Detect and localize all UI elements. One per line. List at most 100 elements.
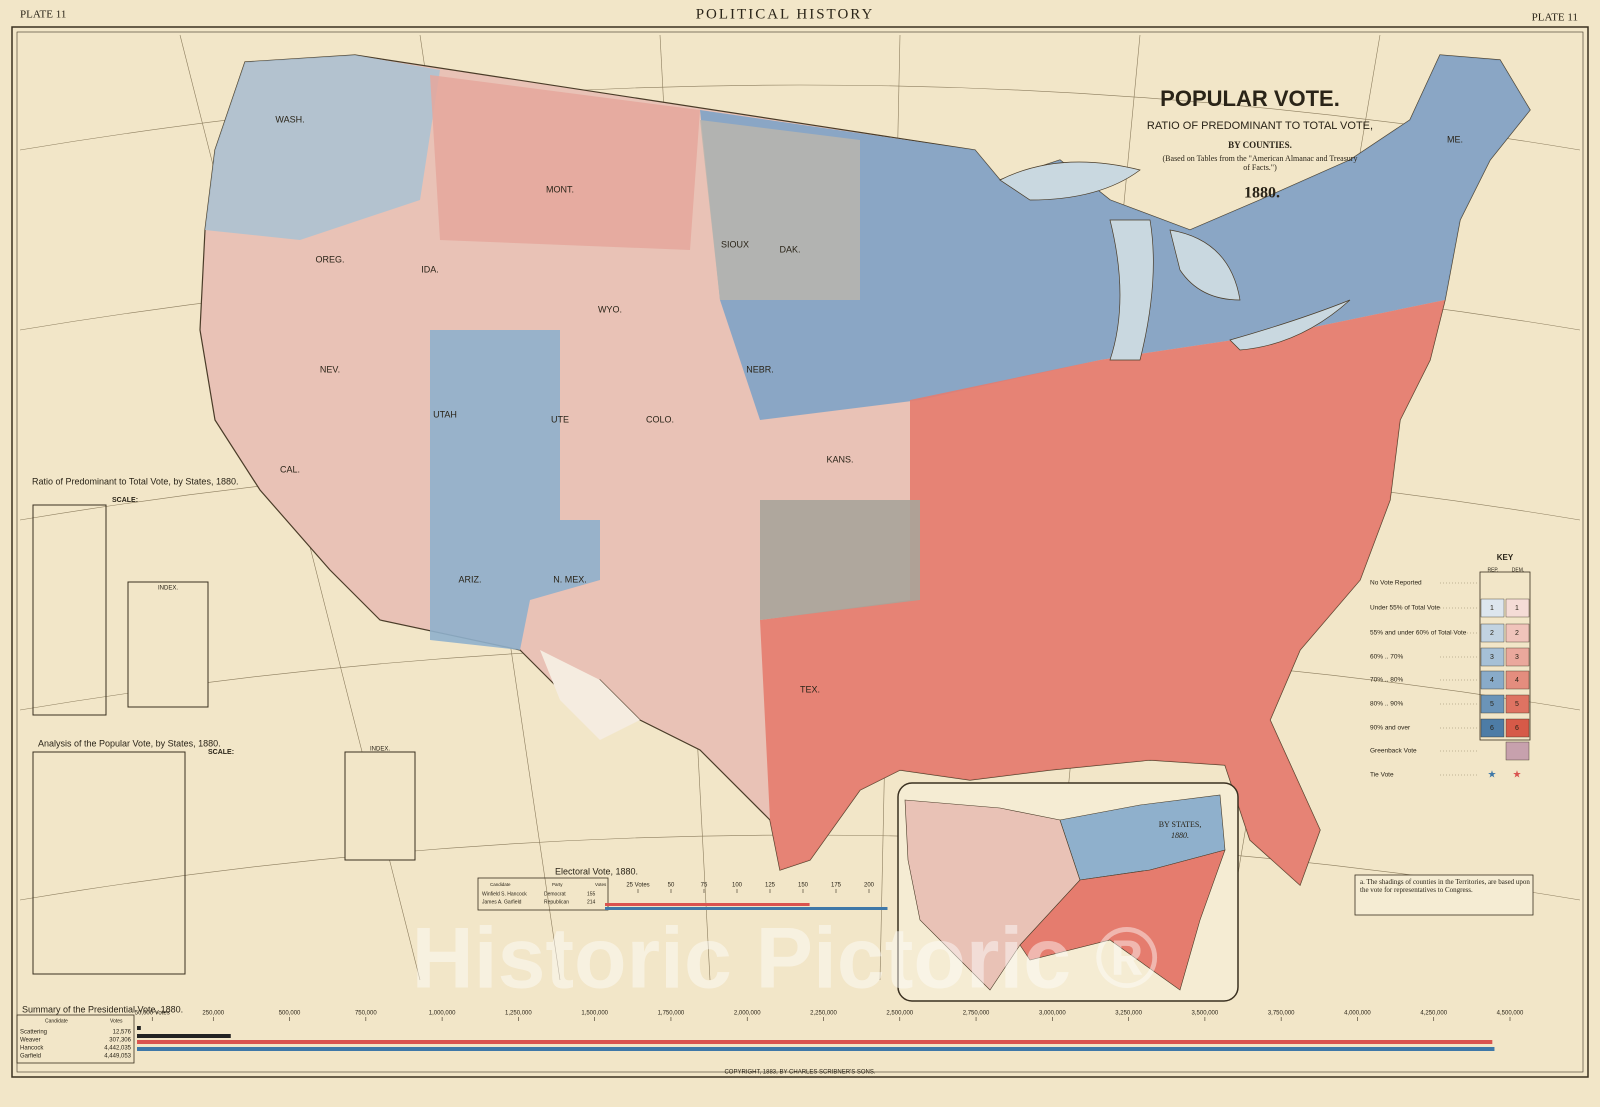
- copyright: COPYRIGHT, 1883, BY CHARLES SCRIBNER'S S…: [724, 1070, 875, 1076]
- state-label: NEV.: [320, 364, 340, 374]
- electoral-cell: Winfield S. Hancock: [482, 891, 527, 897]
- bar: [137, 1026, 141, 1030]
- bar: [137, 1034, 231, 1038]
- key-row: Under 55% of Total Vote: [1370, 605, 1440, 612]
- key-level: 3: [1490, 654, 1494, 661]
- electoral-col: Party: [552, 882, 563, 887]
- texas-west: [540, 650, 640, 740]
- summary-value: 307,306: [109, 1038, 131, 1044]
- electoral-cell: Democrat: [544, 891, 566, 897]
- map-labels: WASH. OREG. CAL. NEV. IDA. MONT. UTAH ARIZ. N. M…: [275, 114, 1463, 694]
- x-tick-label: 750,000: [355, 1011, 377, 1017]
- state-label: KANS.: [826, 454, 853, 464]
- x-tick-label: 3,000,000: [1039, 1011, 1066, 1017]
- note-text-box: a. The shadings of counties in the Terri…: [1360, 878, 1530, 894]
- analysis-index-box: [344, 751, 416, 861]
- electoral-vote: Electoral Vote, 1880. Candidate Party Votes…: [477, 866, 888, 911]
- inset-west: [904, 799, 1081, 991]
- x-tick-label: 250,000: [202, 1011, 224, 1017]
- key-level: 2: [1490, 630, 1494, 637]
- x-tick-label: 4,500,000: [1497, 1011, 1524, 1017]
- key-row: 70% .. 80%: [1370, 677, 1403, 684]
- key-swatch-dem: [1505, 670, 1530, 690]
- key-column: DEM.: [1512, 567, 1525, 573]
- key-row: 80% .. 90%: [1370, 701, 1403, 708]
- state-label: N. MEX.: [553, 574, 587, 584]
- analysis-index: INDEX.: [370, 747, 390, 753]
- ratio-scale: SCALE:: [112, 497, 138, 504]
- summary-title: Summary of the Presidential Vote, 1880.: [22, 1004, 183, 1014]
- key-row: Tie Vote: [1370, 772, 1394, 779]
- key-title: KEY: [1497, 553, 1514, 562]
- key-level: 6: [1490, 725, 1494, 732]
- summary-name: Hancock: [20, 1046, 44, 1052]
- electoral-cell: 214: [587, 899, 596, 905]
- x-tick-label: 3,500,000: [1192, 1011, 1219, 1017]
- x-tick-label: 100: [732, 883, 743, 889]
- key-level: 4: [1490, 677, 1494, 684]
- lake-huron: [1169, 229, 1241, 301]
- x-tick-label: 1,000,000: [429, 1011, 456, 1017]
- summary-name: Scattering: [20, 1030, 47, 1036]
- state-label: WYO.: [598, 304, 622, 314]
- electoral-table: [477, 877, 609, 911]
- electoral-cell: Republican: [544, 899, 569, 905]
- key-swatch-dem: [1505, 647, 1530, 667]
- x-tick-label: 150: [798, 883, 809, 889]
- map-title: POPULAR VOTE.: [1160, 86, 1340, 111]
- state-label: UTE: [551, 414, 569, 424]
- analysis-title: Analysis of the Popular Vote, by States,…: [38, 738, 221, 748]
- key-row: 60% .. 70%: [1370, 654, 1403, 661]
- x-tick-label: 50,000 Votes: [135, 1011, 170, 1017]
- state-label: OREG.: [315, 254, 344, 264]
- x-tick-label: 1,750,000: [658, 1011, 685, 1017]
- key-swatch-rep: [1480, 647, 1505, 667]
- montana-region: [430, 75, 700, 250]
- key-swatch-rep: [1480, 694, 1505, 714]
- electoral-cell: 155: [587, 891, 596, 897]
- x-tick-label: 2,000,000: [734, 1011, 761, 1017]
- tie-star-rep: ★: [1488, 770, 1497, 781]
- note-box: [1354, 874, 1534, 916]
- electoral-col: Candidate: [490, 882, 511, 887]
- x-tick-label: 125: [765, 883, 776, 889]
- x-tick-label: 500,000: [279, 1011, 301, 1017]
- state-label: ARIZ.: [458, 574, 481, 584]
- northwest-region: [205, 55, 440, 240]
- state-label: TEX.: [800, 684, 820, 694]
- inset-south: [1019, 849, 1226, 991]
- south-region: [760, 300, 1445, 885]
- map-by: BY COUNTIES.: [1228, 140, 1292, 150]
- key-level: 5: [1515, 701, 1519, 708]
- key-swatch-rep: [1480, 670, 1505, 690]
- key-row: 55% and under 60% of Total Vote: [1370, 630, 1467, 637]
- map-year: 1880.: [1244, 185, 1280, 202]
- lake-superior: [999, 161, 1141, 201]
- analysis-scale: SCALE:: [208, 749, 234, 756]
- key-swatch-rep: [1480, 623, 1505, 643]
- summary-name: Weaver: [20, 1038, 41, 1044]
- presidential-summary: Summary of the Presidential Vote, 1880. C…: [16, 1004, 1524, 1064]
- key-column: REP.: [1487, 567, 1498, 573]
- key-level: 6: [1515, 725, 1519, 732]
- bar: [605, 907, 888, 910]
- electoral-cell: James A. Garfield: [482, 899, 522, 905]
- analysis-table: [32, 751, 186, 975]
- state-label: ME.: [1447, 134, 1463, 144]
- plate-left: PLATE 11: [20, 9, 66, 21]
- greenback-swatch: [1505, 741, 1530, 761]
- bar: [137, 1040, 1493, 1044]
- key-level: 1: [1515, 605, 1519, 612]
- state-label: NEBR.: [746, 364, 774, 374]
- state-label: UTAH: [433, 409, 457, 419]
- key-level: 4: [1515, 677, 1519, 684]
- tie-star-dem: ★: [1513, 770, 1522, 781]
- x-tick-label: 1,500,000: [581, 1011, 608, 1017]
- x-tick-label: 3,750,000: [1268, 1011, 1295, 1017]
- summary-value: 4,449,053: [104, 1054, 131, 1060]
- key-swatch-dem: [1505, 623, 1530, 643]
- key: KEY REP. DEM. No Vote Reported Under 55% of …: [1370, 553, 1531, 781]
- x-tick-label: 4,000,000: [1344, 1011, 1371, 1017]
- bar: [137, 1047, 1495, 1051]
- lake-michigan: [1109, 219, 1154, 361]
